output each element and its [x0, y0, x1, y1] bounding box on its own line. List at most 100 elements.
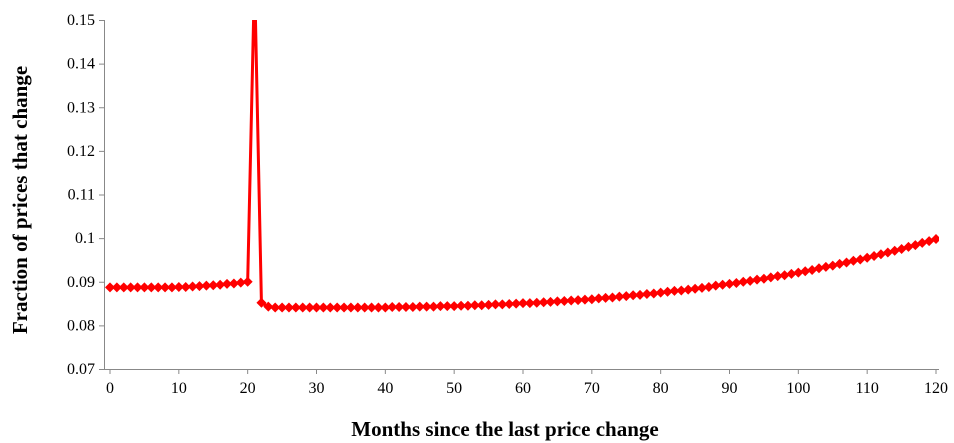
data-point-marker	[855, 254, 866, 265]
data-point-marker	[235, 277, 246, 288]
x-tick-label: 90	[722, 380, 738, 397]
data-point-marker	[511, 298, 522, 309]
x-tick-label: 20	[240, 380, 256, 397]
data-point-marker	[848, 255, 859, 266]
x-tick-label: 30	[309, 380, 325, 397]
data-point-marker	[827, 260, 838, 271]
y-tick-label: 0.07	[67, 361, 95, 378]
data-point-marker	[283, 302, 294, 313]
data-point-marker	[800, 266, 811, 277]
data-point-marker	[256, 297, 267, 308]
y-tick-label: 0.15	[67, 12, 95, 29]
data-point-marker	[476, 300, 487, 311]
data-point-marker	[738, 276, 749, 287]
data-point-marker	[332, 302, 343, 313]
data-point-marker	[917, 237, 928, 248]
data-point-marker	[538, 297, 549, 308]
data-point-marker	[566, 295, 577, 306]
data-point-marker	[834, 258, 845, 269]
data-point-marker	[731, 278, 742, 289]
data-point-marker	[579, 294, 590, 305]
data-point-marker	[518, 298, 528, 309]
data-point-marker	[160, 282, 171, 293]
data-point-marker	[669, 285, 680, 296]
x-tick-label: 80	[653, 380, 669, 397]
x-tick-label: 110	[855, 380, 878, 397]
data-point-marker	[462, 300, 473, 311]
data-point-marker	[456, 300, 467, 311]
x-tick-label: 40	[377, 380, 393, 397]
data-point-marker	[270, 302, 281, 313]
data-point-marker	[765, 272, 776, 283]
data-point-marker	[222, 278, 233, 289]
y-axis-title: Fraction of prices that change	[8, 66, 32, 334]
data-point-marker	[875, 249, 886, 260]
data-point-marker	[614, 291, 625, 302]
data-point-marker	[635, 289, 646, 300]
x-ticks: 0 10 20 30 40 50 60 70 80 90 100 110 120	[106, 369, 948, 397]
data-point-marker	[573, 295, 584, 306]
x-tick-label: 120	[924, 380, 948, 397]
data-point-marker	[435, 301, 446, 312]
data-point-marker	[820, 261, 831, 272]
data-point-marker	[724, 278, 735, 289]
data-point-marker	[242, 276, 253, 287]
data-point-marker	[793, 267, 804, 278]
data-point-marker	[497, 299, 508, 310]
data-point-marker	[187, 281, 198, 292]
data-point-marker	[889, 245, 900, 256]
data-point-marker	[414, 301, 425, 312]
data-point-marker	[813, 263, 824, 274]
data-point-marker	[118, 282, 129, 293]
data-point-marker	[387, 302, 398, 313]
data-point-marker	[648, 288, 659, 299]
data-point-marker	[290, 302, 301, 313]
data-point-marker	[318, 302, 329, 313]
data-point-marker	[545, 296, 556, 307]
data-point-marker	[772, 271, 783, 282]
data-point-marker	[552, 296, 563, 307]
data-point-marker	[380, 302, 391, 313]
data-point-marker	[641, 288, 652, 299]
data-point-marker	[758, 273, 769, 284]
data-point-marker	[862, 252, 873, 263]
data-point-marker	[373, 302, 384, 313]
data-point-marker	[710, 280, 721, 291]
data-point-marker	[215, 279, 226, 290]
data-point-marker	[173, 281, 184, 292]
x-tick-label: 50	[446, 380, 462, 397]
x-axis-title: Months since the last price change	[351, 417, 658, 441]
data-point-marker	[304, 302, 315, 313]
data-point-marker	[559, 295, 570, 306]
data-point-marker	[201, 280, 212, 291]
data-point-marker	[696, 282, 707, 293]
data-point-marker	[662, 286, 673, 297]
data-point-marker	[593, 293, 604, 304]
data-point-marker	[628, 290, 639, 301]
data-point-marker	[683, 284, 694, 295]
axes	[104, 20, 939, 370]
data-point-marker	[146, 282, 157, 293]
data-point-marker	[366, 302, 377, 313]
data-point-marker	[311, 302, 322, 313]
x-tick-label: 100	[786, 380, 810, 397]
data-point-marker	[586, 294, 597, 305]
data-point-marker	[655, 287, 666, 298]
x-tick-label: 0	[106, 380, 114, 397]
data-point-marker	[428, 301, 439, 312]
data-point-marker	[400, 302, 411, 313]
series-group	[105, 20, 939, 313]
y-tick-label: 0.09	[67, 274, 95, 291]
data-point-marker	[407, 302, 418, 313]
data-point-marker	[807, 264, 818, 275]
series-line	[110, 20, 937, 309]
x-tick-label: 60	[515, 380, 531, 397]
data-point-marker	[111, 282, 122, 293]
y-ticks: 0.07 0.08 0.09 0.1 0.11 0.12 0.13 0.14 0.15	[67, 12, 104, 378]
data-point-marker	[607, 292, 618, 303]
data-point-marker	[931, 233, 939, 244]
y-tick-label: 0.08	[67, 317, 95, 334]
data-point-marker	[125, 282, 136, 293]
data-point-marker	[524, 298, 535, 309]
